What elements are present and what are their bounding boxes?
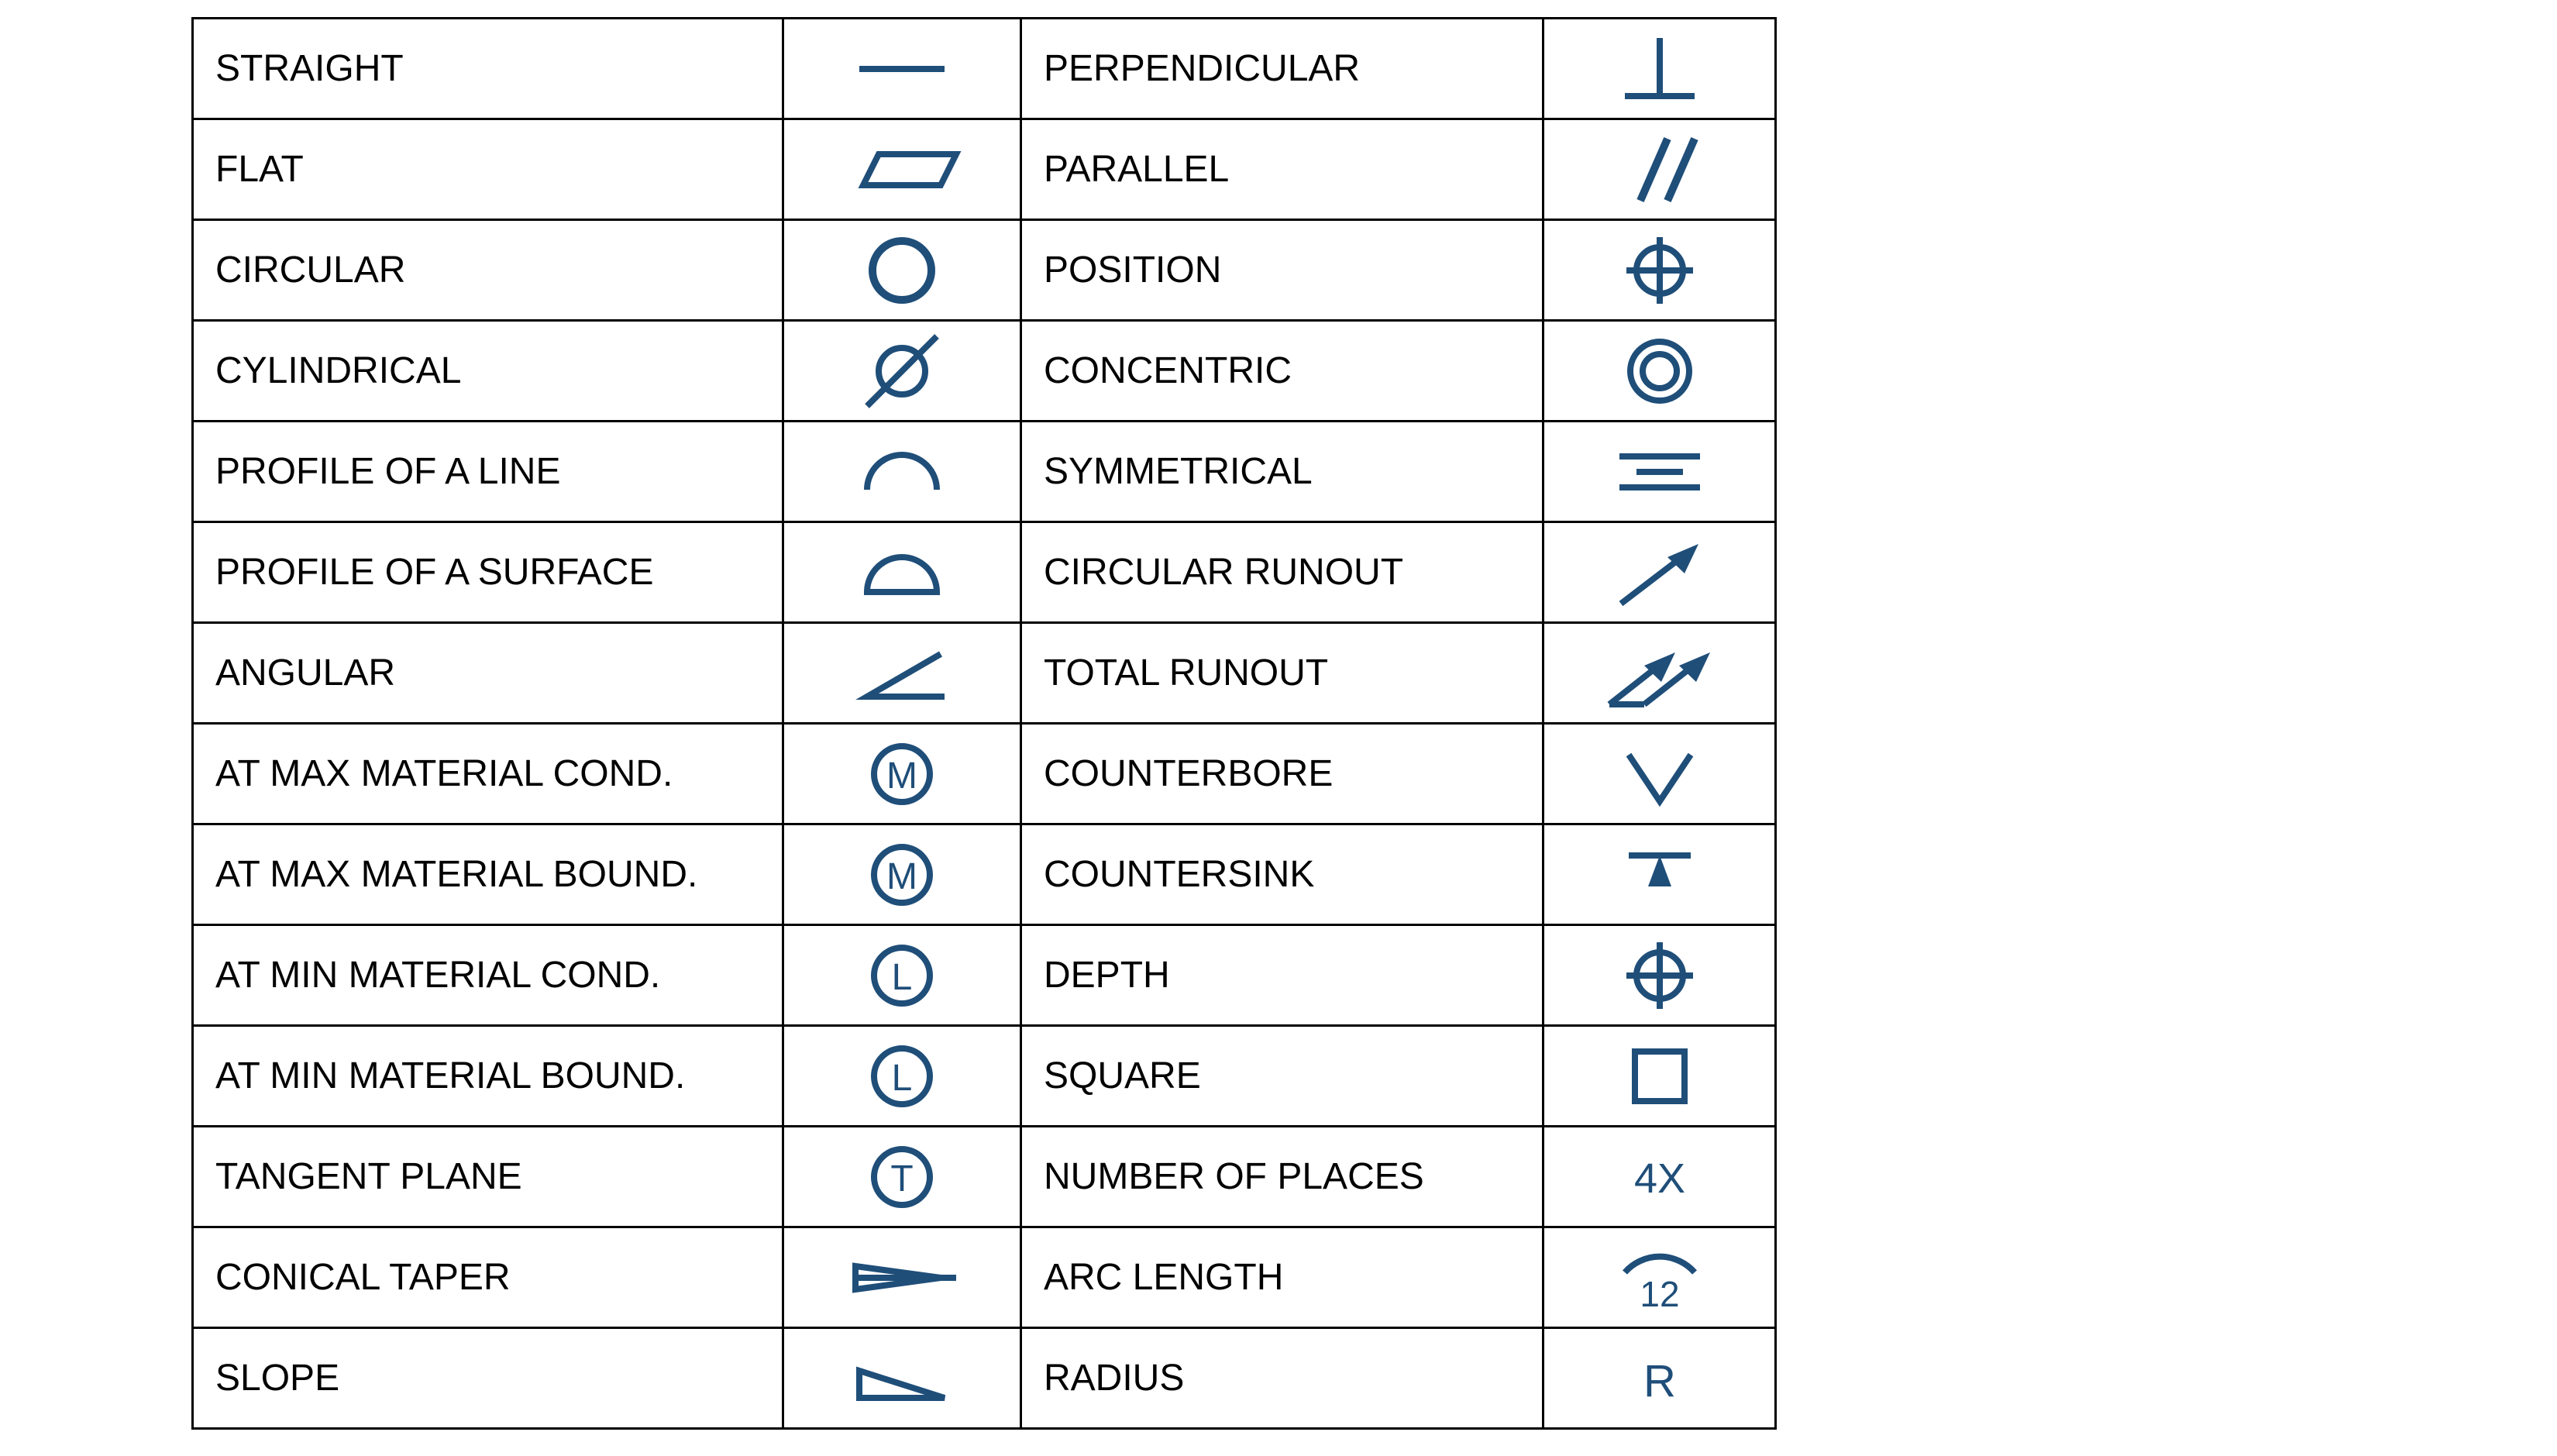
svg-text:L: L [892,1058,913,1099]
table-row: AT MIN MATERIAL COND. L DEPTH [193,925,1776,1026]
total_runout-icon [1543,623,1776,724]
table-row: CIRCULAR POSITION [193,220,1776,321]
gdt-symbols-table: STRAIGHTPERPENDICULARFLATPARALLELCIRCULA… [191,17,1777,1430]
right-label: CONCENTRIC [1021,321,1543,422]
left-label: FLAT [193,119,783,220]
right-label: ARC LENGTH [1021,1227,1543,1328]
table-row: STRAIGHT PERPENDICULAR [193,19,1776,119]
right-label: TOTAL RUNOUT [1021,623,1543,724]
position-icon [1543,220,1776,321]
table-row: ANGULAR TOTAL RUNOUT [193,623,1776,724]
right-label: SQUARE [1021,1026,1543,1127]
svg-text:R: R [1643,1356,1676,1406]
parallel-icon [1543,119,1776,220]
table-row: PROFILE OF A SURFACE CIRCULAR RUNOUT [193,522,1776,623]
right-label: COUNTERBORE [1021,724,1543,824]
svg-text:12: 12 [1640,1274,1679,1314]
left-label: PROFILE OF A SURFACE [193,522,783,623]
left-label: AT MIN MATERIAL COND. [193,925,783,1026]
left-label: STRAIGHT [193,19,783,119]
left-label: PROFILE OF A LINE [193,422,783,522]
svg-text:4X: 4X [1633,1155,1685,1202]
right-label: CIRCULAR RUNOUT [1021,522,1543,623]
perpendicular-icon [1543,19,1776,119]
right-label: NUMBER OF PLACES [1021,1127,1543,1227]
arc_length-icon: 12 [1543,1227,1776,1328]
table-row: TANGENT PLANE T NUMBER OF PLACES 4X [193,1127,1776,1227]
left-label: ANGULAR [193,623,783,724]
cylindrical-icon [783,321,1021,422]
table-row: CONICAL TAPER ARC LENGTH 12 [193,1227,1776,1328]
lmb-icon: L [783,1026,1021,1127]
right-label: POSITION [1021,220,1543,321]
angular-icon [783,623,1021,724]
circular-icon [783,220,1021,321]
left-label: CYLINDRICAL [193,321,783,422]
square-icon [1543,1026,1776,1127]
circular_runout-icon [1543,522,1776,623]
table-row: AT MAX MATERIAL BOUND. M COUNTERSINK [193,824,1776,925]
straight-icon [783,19,1021,119]
right-label: DEPTH [1021,925,1543,1026]
table-row: AT MAX MATERIAL COND. M COUNTERBORE [193,724,1776,824]
mmc-icon: M [783,724,1021,824]
left-label: SLOPE [193,1328,783,1429]
num_places-icon: 4X [1543,1127,1776,1227]
table-row: AT MIN MATERIAL BOUND. L SQUARE [193,1026,1776,1127]
svg-text:M: M [886,856,917,897]
profile_surface-icon [783,522,1021,623]
right-label: SYMMETRICAL [1021,422,1543,522]
left-label: AT MAX MATERIAL BOUND. [193,824,783,925]
svg-text:T: T [890,1158,913,1200]
tangent_plane-icon: T [783,1127,1021,1227]
profile_line-icon [783,422,1021,522]
right-label: RADIUS [1021,1328,1543,1429]
table-row: SLOPE RADIUS R [193,1328,1776,1429]
table-row: FLAT PARALLEL [193,119,1776,220]
depth-icon [1543,925,1776,1026]
left-label: CIRCULAR [193,220,783,321]
table-row: PROFILE OF A LINE SYMMETRICAL [193,422,1776,522]
slope-icon [783,1328,1021,1429]
lmc-icon: L [783,925,1021,1026]
left-label: AT MIN MATERIAL BOUND. [193,1026,783,1127]
radius-icon: R [1543,1328,1776,1429]
counterbore-icon [1543,724,1776,824]
concentric-icon [1543,321,1776,422]
left-label: CONICAL TAPER [193,1227,783,1328]
countersink-icon [1543,824,1776,925]
conical_taper-icon [783,1227,1021,1328]
left-label: AT MAX MATERIAL COND. [193,724,783,824]
right-label: PERPENDICULAR [1021,19,1543,119]
mmb-icon: M [783,824,1021,925]
flat-icon [783,119,1021,220]
svg-text:M: M [886,756,917,797]
right-label: PARALLEL [1021,119,1543,220]
left-label: TANGENT PLANE [193,1127,783,1227]
right-label: COUNTERSINK [1021,824,1543,925]
table-row: CYLINDRICAL CONCENTRIC [193,321,1776,422]
svg-text:L: L [892,957,913,998]
symmetrical-icon [1543,422,1776,522]
